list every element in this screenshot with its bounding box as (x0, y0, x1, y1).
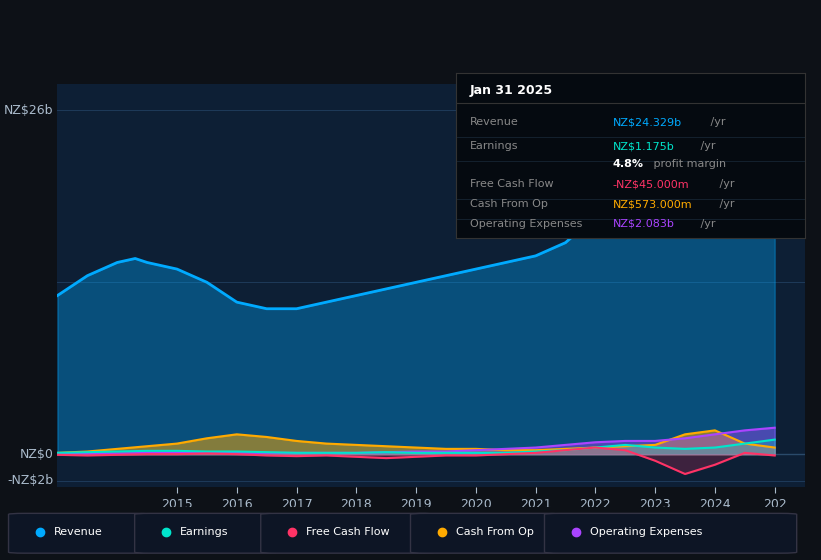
Text: NZ$0: NZ$0 (20, 447, 53, 461)
Text: Cash From Op: Cash From Op (456, 527, 534, 537)
Text: NZ$1.175b: NZ$1.175b (612, 141, 674, 151)
Text: Jan 31 2025: Jan 31 2025 (470, 85, 553, 97)
Text: /yr: /yr (716, 199, 735, 209)
Text: Earnings: Earnings (181, 527, 229, 537)
Text: Revenue: Revenue (54, 527, 103, 537)
Text: -NZ$45.000m: -NZ$45.000m (612, 179, 690, 189)
FancyBboxPatch shape (261, 514, 434, 553)
Text: /yr: /yr (698, 219, 716, 229)
Text: -NZ$2b: -NZ$2b (7, 474, 53, 487)
Text: Earnings: Earnings (470, 141, 518, 151)
Text: Cash From Op: Cash From Op (470, 199, 548, 209)
Text: /yr: /yr (698, 141, 716, 151)
FancyBboxPatch shape (410, 514, 560, 553)
Text: Free Cash Flow: Free Cash Flow (470, 179, 553, 189)
Text: Operating Expenses: Operating Expenses (590, 527, 703, 537)
FancyBboxPatch shape (544, 514, 796, 553)
Text: Operating Expenses: Operating Expenses (470, 219, 582, 229)
Text: NZ$24.329b: NZ$24.329b (612, 118, 681, 127)
FancyBboxPatch shape (8, 514, 150, 553)
FancyBboxPatch shape (135, 514, 277, 553)
Text: /yr: /yr (707, 118, 726, 127)
Text: NZ$26b: NZ$26b (4, 104, 53, 117)
Text: NZ$573.000m: NZ$573.000m (612, 199, 692, 209)
Text: /yr: /yr (716, 179, 735, 189)
Text: NZ$2.083b: NZ$2.083b (612, 219, 675, 229)
Text: 4.8%: 4.8% (612, 160, 644, 170)
Text: Free Cash Flow: Free Cash Flow (306, 527, 390, 537)
Text: profit margin: profit margin (650, 160, 727, 170)
Text: Revenue: Revenue (470, 118, 518, 127)
